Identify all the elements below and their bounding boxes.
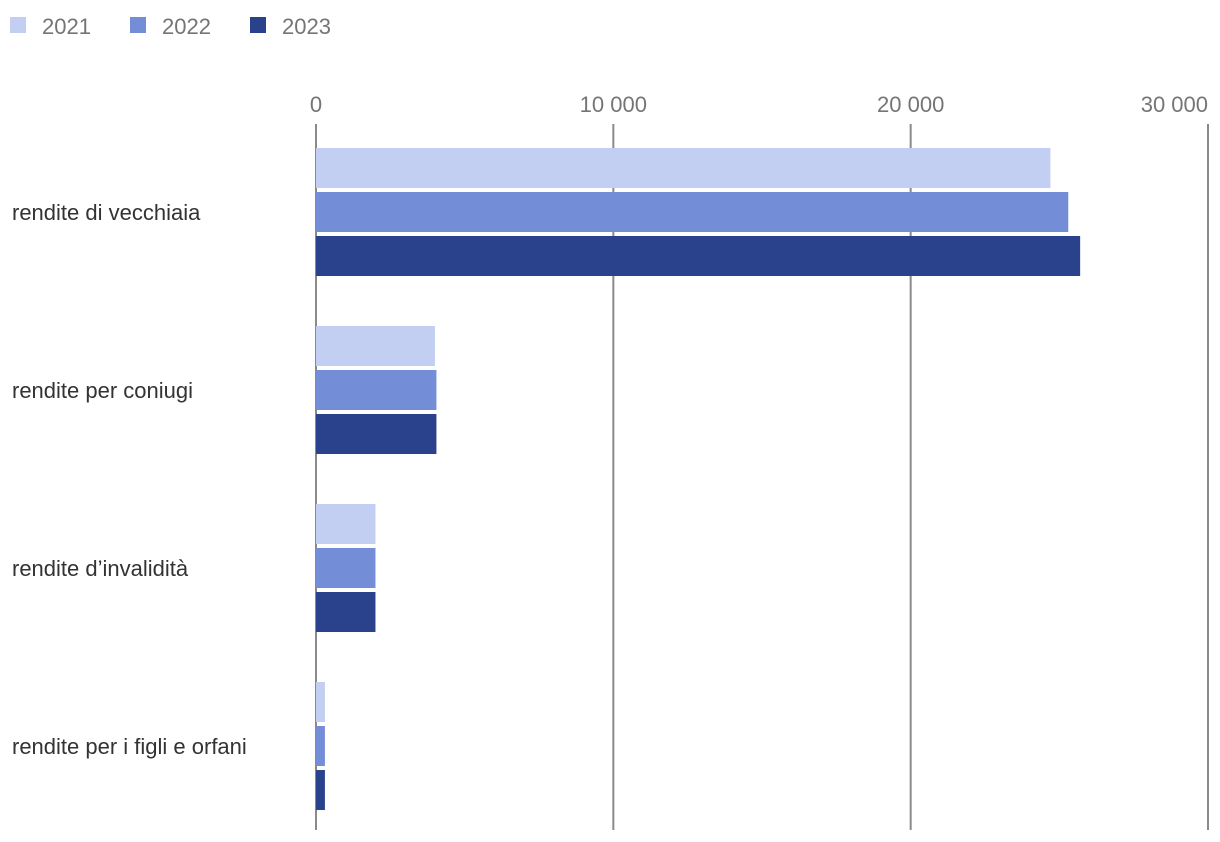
category-labels: rendite di vecchiaia rendite per coniugi r…: [12, 200, 247, 759]
x-tick-label-10000: 10 000: [580, 92, 647, 117]
bar-2-2023: [316, 414, 437, 454]
legend-swatch-2022: [130, 17, 146, 33]
bar-4-2023: [316, 770, 325, 810]
bar-1-2023: [316, 236, 1081, 276]
x-axis-ticks: 0 10 000 20 000 30 000: [310, 92, 1208, 117]
bar-3-2022: [316, 548, 376, 588]
legend-label-2021: 2021: [42, 14, 91, 39]
bar-4-2022: [316, 726, 325, 766]
bar-2-2022: [316, 370, 437, 410]
x-tick-label-0: 0: [310, 92, 322, 117]
category-label-3: rendite d’invalidità: [12, 556, 189, 581]
bar-4-2021: [316, 682, 325, 722]
bar-1-2022: [316, 192, 1069, 232]
x-tick-label-30000: 30 000: [1141, 92, 1208, 117]
category-label-1: rendite di vecchiaia: [12, 200, 201, 225]
bar-3-2021: [316, 504, 376, 544]
legend-label-2022: 2022: [162, 14, 211, 39]
legend-swatch-2023: [250, 17, 266, 33]
bar-1-2021: [316, 148, 1051, 188]
legend-label-2023: 2023: [282, 14, 331, 39]
bar-3-2023: [316, 592, 376, 632]
x-tick-label-20000: 20 000: [877, 92, 944, 117]
bar-2-2021: [316, 326, 435, 366]
category-label-4: rendite per i figli e orfani: [12, 734, 247, 759]
bars: [316, 148, 1081, 810]
category-label-2: rendite per coniugi: [12, 378, 193, 403]
legend-swatch-2021: [10, 17, 26, 33]
chart-legend: 2021 2022 2023: [10, 14, 331, 39]
